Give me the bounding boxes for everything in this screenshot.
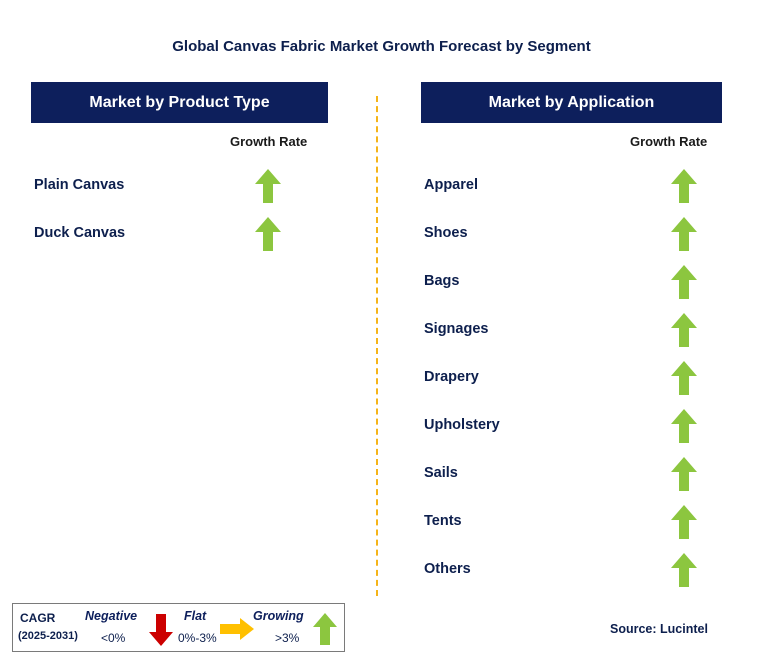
arrow-up-icon	[671, 409, 697, 443]
application-growth-rate-label: Growth Rate	[630, 134, 708, 149]
arrow-up-icon	[671, 313, 697, 347]
application-row-label: Others	[424, 561, 471, 577]
panel-divider	[376, 96, 378, 596]
legend-flat-title: Flat	[184, 609, 207, 623]
chart-title: Global Canvas Fabric Market Growth Forec…	[172, 38, 591, 55]
arrow-up-icon	[313, 613, 337, 645]
arrow-up-icon	[255, 217, 281, 251]
arrow-up-icon	[671, 169, 697, 203]
application-row-label: Bags	[424, 273, 460, 289]
legend-growing-title: Growing	[253, 609, 304, 623]
arrow-up-icon	[671, 457, 697, 491]
legend-period: (2025-2031)	[18, 630, 78, 642]
arrow-up-icon	[255, 169, 281, 203]
application-row-label: Shoes	[424, 225, 468, 241]
product-type-header-label: Market by Product Type	[89, 93, 270, 111]
source-note: Source: Lucintel	[610, 622, 708, 636]
application-header-label: Market by Application	[488, 93, 655, 111]
application-row-label: Tents	[424, 513, 462, 529]
legend-cagr-label: CAGR	[20, 611, 56, 625]
legend: CAGR (2025-2031) Negative <0% Flat 0%-3%…	[12, 603, 345, 652]
product-type-row-label: Duck Canvas	[34, 225, 126, 241]
application-row-label: Sails	[424, 465, 458, 481]
legend-negative-title: Negative	[85, 609, 138, 623]
arrow-right-icon	[220, 618, 254, 640]
arrow-up-icon	[671, 361, 697, 395]
application-row-label: Signages	[424, 321, 489, 337]
application-row-label: Apparel	[424, 177, 478, 193]
arrow-down-icon	[149, 614, 173, 646]
legend-growing-range: >3%	[275, 631, 300, 645]
arrow-up-icon	[671, 217, 697, 251]
legend-flat-range: 0%-3%	[178, 631, 217, 645]
arrow-up-icon	[671, 265, 697, 299]
application-header: Market by Application	[421, 82, 722, 123]
product-type-row-label: Plain Canvas	[34, 177, 125, 193]
arrow-up-icon	[671, 505, 697, 539]
product-type-growth-rate-label: Growth Rate	[230, 134, 308, 149]
application-row-label: Drapery	[424, 369, 479, 385]
application-row-label: Upholstery	[424, 417, 500, 433]
arrow-up-icon	[671, 553, 697, 587]
product-type-header: Market by Product Type	[31, 82, 328, 123]
legend-negative-range: <0%	[101, 631, 126, 645]
